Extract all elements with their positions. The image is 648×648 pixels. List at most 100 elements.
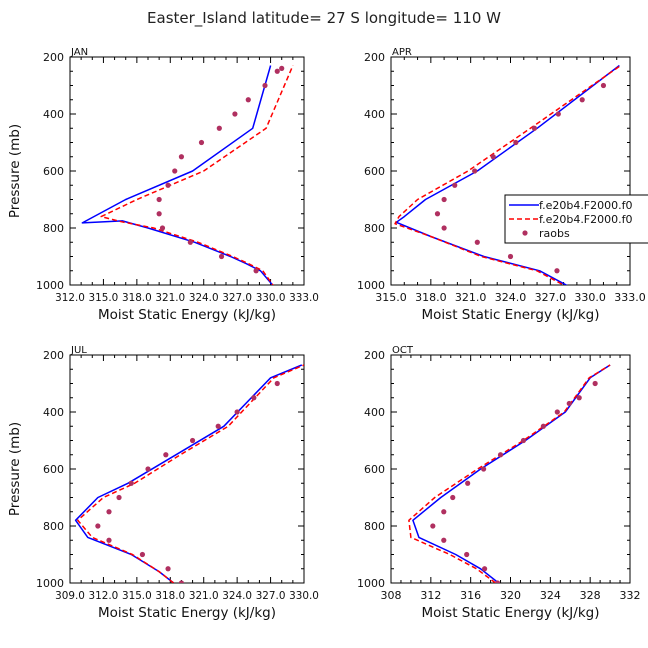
panel-jul-plot-area xyxy=(74,364,304,583)
panel-jan-raobs-point xyxy=(216,125,222,131)
panel-jan-raobs-point xyxy=(178,154,185,160)
panel-jul-raobs-point xyxy=(215,423,221,429)
panel-jul-ytick-label: 800 xyxy=(43,520,64,533)
panel-apr-raobs-point xyxy=(513,139,519,146)
panel-apr-raobs-point xyxy=(579,97,585,103)
panel-jan-ytick-label: 400 xyxy=(43,108,64,121)
panel-jul-raobs-point xyxy=(95,523,101,529)
panel-jan-series-blue-solid xyxy=(81,65,274,285)
panel-oct-raobs-point xyxy=(554,409,560,415)
panel-apr-ytick-label: 600 xyxy=(364,165,385,178)
panel-jan-raobs-point xyxy=(198,139,205,146)
panel-jan-raobs-point xyxy=(156,196,162,203)
panel-oct-xtick-label: 320 xyxy=(500,589,521,602)
panel-oct-xlabel: Moist Static Energy (kJ/kg) xyxy=(422,605,600,621)
panel-apr-raobs-point xyxy=(434,211,441,217)
panel-jan-plot-area xyxy=(81,65,294,285)
panel-oct-xtick-label: 324 xyxy=(540,589,561,602)
panel-oct-ytick-label: 600 xyxy=(364,463,385,476)
panel-oct-raobs-point xyxy=(450,494,456,501)
panel-oct-series-blue-solid xyxy=(412,364,611,583)
panel-oct-xtick-label: 328 xyxy=(580,589,601,602)
panel-jul-frame xyxy=(69,354,305,584)
panel-jul-raobs-point xyxy=(145,466,151,472)
panel-oct-raobs-point xyxy=(441,509,447,515)
panel-apr-series-blue-solid xyxy=(395,64,620,285)
panel-oct-ytick-label: 200 xyxy=(364,349,385,362)
legend-label: f.e20b4.F2000.f0 xyxy=(539,199,633,212)
panel-jul-xtick-label: 321.0 xyxy=(189,590,219,602)
panel-oct-ytick-label: 400 xyxy=(364,406,385,419)
panel-jul-raobs-point xyxy=(106,509,112,515)
panel-jan-ytick-label: 600 xyxy=(43,165,64,178)
panel-apr-raobs-point xyxy=(452,182,458,188)
panel-jan-raobs-point xyxy=(156,211,162,217)
panel-jan-xtick-label: 327.0 xyxy=(222,292,252,304)
panel-jan-xtick-label: 315.0 xyxy=(89,292,119,304)
panel-apr-raobs-point xyxy=(555,111,561,117)
panel-apr-ytick-label: 800 xyxy=(364,222,385,235)
panel-apr-xtick-label: 321.0 xyxy=(455,291,487,304)
panel-oct-raobs-point xyxy=(482,566,488,572)
panel-jan-raobs-point xyxy=(274,68,280,74)
panel-jan-xtick-label: 321.0 xyxy=(155,292,185,304)
panel-jul-ytick-label: 200 xyxy=(43,349,64,362)
panel-jul-raobs-point xyxy=(139,551,146,558)
panel-jul-ytick-label: 1000 xyxy=(36,577,64,590)
panel-jan-raobs-point xyxy=(253,268,259,274)
panel-jan-label: JAN xyxy=(70,47,88,58)
panel-oct-raobs-point xyxy=(441,537,447,543)
legend-label: raobs xyxy=(539,227,570,240)
panel-jul-raobs-point xyxy=(274,380,280,387)
panel-apr-xtick-label: 315.0 xyxy=(375,291,407,304)
panel-oct-xtick-label: 316 xyxy=(460,589,481,602)
panel-jan-xtick-label: 324.0 xyxy=(189,292,219,304)
panel-jan-series-red-dashed xyxy=(100,65,294,285)
panel-apr-xtick-label: 327.0 xyxy=(535,291,567,304)
panel-apr-ytick-label: 200 xyxy=(364,51,385,64)
panel-jul-xtick-label: 330.0 xyxy=(289,590,319,602)
panel-oct-raobs-point xyxy=(592,380,598,387)
panel-apr-frame xyxy=(390,56,631,286)
panel-apr-raobs-point xyxy=(507,253,514,260)
figure-title: Easter_Island latitude= 27 S longitude= … xyxy=(147,9,501,28)
panel-jan-raobs-point xyxy=(232,111,238,117)
panel-jan-xlabel: Moist Static Energy (kJ/kg) xyxy=(98,307,276,323)
panel-apr-series-red-dashed xyxy=(394,64,622,285)
panel-apr-xtick-label: 324.0 xyxy=(495,291,527,304)
panel-jan-raobs-point xyxy=(165,182,171,188)
panel-jul-raobs-point xyxy=(165,566,171,572)
panel-jul-ytick-label: 600 xyxy=(43,463,64,476)
panel-jul-label: JUL xyxy=(70,345,87,356)
panel-oct-label: OCT xyxy=(392,345,414,356)
panel-jan-raobs-point xyxy=(262,82,268,89)
panel-jul-xtick-label: 324.0 xyxy=(222,590,252,602)
panel-jan-xtick-label: 312.0 xyxy=(55,292,85,304)
panel-apr-label: APR xyxy=(392,47,412,58)
panel-jan-raobs-point xyxy=(187,239,193,245)
panel-oct-xtick-label: 308 xyxy=(381,589,402,602)
panel-jul-raobs-point xyxy=(163,452,169,458)
panel-jul-raobs-point xyxy=(116,494,122,501)
panel-jul-raobs-point xyxy=(178,580,185,583)
panel-jan-xtick-label: 333.0 xyxy=(289,292,319,304)
panel-jan-raobs-point xyxy=(159,225,166,231)
panel-oct-raobs-point xyxy=(566,400,572,407)
panel-jul-xtick-label: 312.0 xyxy=(89,590,119,602)
panel-jul-raobs-point xyxy=(234,409,240,415)
panel-apr-raobs-point xyxy=(472,168,478,174)
panel-oct-series-red-dashed xyxy=(408,364,611,583)
panel-apr-raobs-point xyxy=(441,225,447,231)
panel-jul-xtick-label: 315.0 xyxy=(122,590,152,602)
panel-oct-xtick-label: 312 xyxy=(420,589,441,602)
panel-oct-raobs-point xyxy=(430,523,436,529)
panel-jan-raobs-point xyxy=(245,97,251,103)
panel-oct-ytick-label: 800 xyxy=(364,520,385,533)
panel-jul-xtick-label: 327.0 xyxy=(256,590,286,602)
panel-jan-frame xyxy=(69,56,305,286)
panel-jul-raobs-point xyxy=(251,395,257,401)
panel-apr-raobs-point xyxy=(474,239,480,245)
panel-jan-ytick-label: 800 xyxy=(43,222,64,235)
panel-apr-xtick-label: 318.0 xyxy=(415,291,447,304)
